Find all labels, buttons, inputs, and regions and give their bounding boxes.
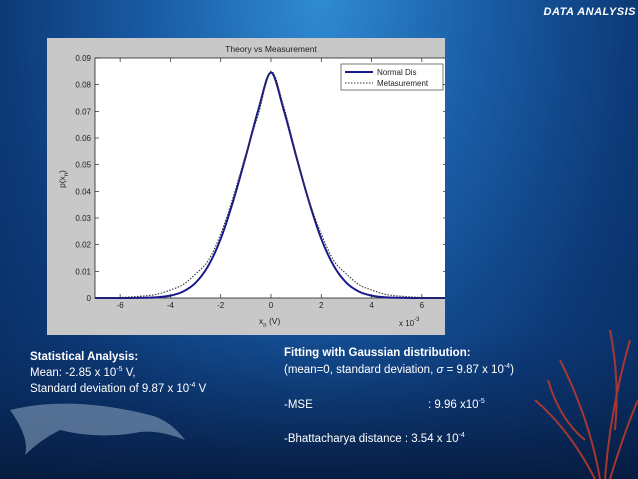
legend-label-1: Normal Dis	[377, 68, 417, 77]
y-tick-label: 0.03	[75, 214, 91, 223]
legend-label-2: Metasurement	[377, 79, 429, 88]
y-tick-label: 0.07	[75, 107, 91, 116]
y-tick-label: 0.04	[75, 187, 91, 196]
y-tick-label: 0.02	[75, 241, 91, 250]
legend-box	[340, 63, 444, 91]
slide-title: DATA ANALYSIS	[543, 6, 636, 18]
stats-mean: Mean: -2.85 x 10-5 V,	[30, 366, 136, 379]
coral-icon	[534, 329, 638, 479]
fit-mse-value: : 9.96 x10-5	[428, 398, 485, 411]
y-axis-label: p(xn)	[57, 170, 70, 188]
y-tick-label: 0.08	[75, 81, 91, 90]
y-tick-label: 0.06	[75, 134, 91, 143]
x-tick-label: -2	[217, 301, 225, 310]
shark-icon	[10, 403, 185, 455]
y-tick-label: 0.01	[75, 267, 91, 276]
series-line-1	[94, 71, 445, 300]
stats-heading: Statistical Analysis:	[30, 351, 139, 363]
x-tick-label: 6	[420, 301, 425, 310]
y-tick-label: 0	[87, 294, 92, 303]
y-tick-label: 0.09	[75, 54, 91, 63]
y-tick-label: 0.05	[75, 161, 91, 170]
stats-std: Standard deviation of 9.87 x 10-4 V	[30, 382, 207, 395]
chart-panel: Theory vs Measurement -6 -4 -2 0 2 4 6 0 0.01 0.02…	[47, 38, 445, 335]
x-tick-label: 0	[269, 301, 274, 310]
fit-params: (mean=0, standard deviation, σ = 9.87 x …	[284, 363, 514, 376]
plot-area	[94, 57, 445, 299]
x-axis-label: xn (V)	[259, 316, 280, 329]
fit-bhattacharya: -Bhattacharya distance : 3.54 x 10-4	[284, 432, 465, 445]
x-tick-label: -4	[167, 301, 175, 310]
series-line-2	[94, 70, 445, 299]
gaussian-chart: Theory vs Measurement -6 -4 -2 0 2 4 6 0 0.01 0.02…	[57, 44, 445, 329]
x-tick-label: 2	[319, 301, 324, 310]
chart-title: Theory vs Measurement	[225, 44, 317, 54]
x-tick-label: 4	[369, 301, 374, 310]
fit-heading: Fitting with Gaussian distribution:	[284, 347, 471, 359]
fit-mse-label: -MSE	[284, 399, 313, 411]
x-exponent-label: x 10-3	[399, 317, 420, 328]
x-tick-label: -6	[117, 301, 125, 310]
